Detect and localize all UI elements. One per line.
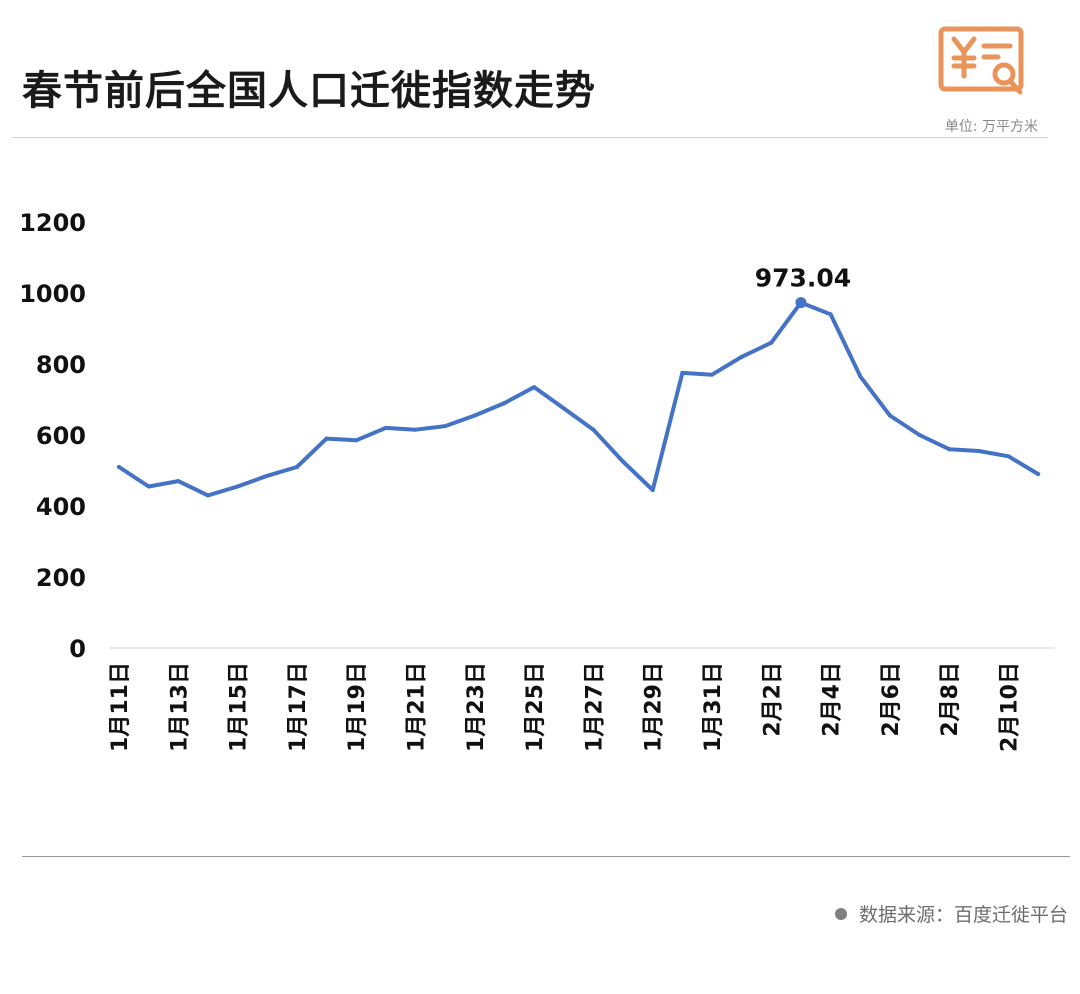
data-point xyxy=(383,425,388,430)
data-point xyxy=(146,484,151,489)
data-point xyxy=(443,424,448,429)
x-tick-label: 1月21日 xyxy=(405,662,430,752)
data-point xyxy=(205,493,210,498)
footer-divider xyxy=(22,856,1070,857)
data-point xyxy=(650,488,655,493)
data-point xyxy=(1006,454,1011,459)
yuan-document-search-icon xyxy=(938,26,1028,102)
series-line xyxy=(117,300,1041,498)
data-point xyxy=(117,464,121,469)
data-point xyxy=(265,473,270,478)
data-point xyxy=(354,438,359,443)
x-tick-label: 2月4日 xyxy=(820,662,845,737)
x-tick-label: 1月31日 xyxy=(701,662,726,752)
data-point xyxy=(324,436,329,441)
annotation-layer: 973.04 xyxy=(755,264,851,309)
data-point xyxy=(235,484,240,489)
x-tick-label: 1月29日 xyxy=(642,662,667,752)
data-point xyxy=(561,406,566,411)
data-point xyxy=(502,401,507,406)
data-point xyxy=(621,459,626,464)
data-point xyxy=(472,413,477,418)
header-divider xyxy=(12,137,1048,138)
y-axis: 0 200 400 600 800 1000 1200 xyxy=(19,209,86,663)
data-point xyxy=(769,340,774,345)
chart-title: 春节前后全国人口迁徙指数走势 xyxy=(22,68,596,114)
data-point xyxy=(294,464,299,469)
data-point xyxy=(591,427,596,432)
x-tick-label: 1月19日 xyxy=(345,662,370,752)
x-tick-label: 2月6日 xyxy=(879,662,904,737)
y-tick-label: 400 xyxy=(36,493,86,521)
bullet-dot-icon xyxy=(834,908,847,920)
x-tick-label: 1月13日 xyxy=(167,662,192,752)
data-point xyxy=(176,479,181,484)
data-source: 数据来源：百度迁徙平台 xyxy=(834,900,1068,927)
data-point xyxy=(976,448,981,453)
data-point xyxy=(413,427,418,432)
y-tick-label: 1000 xyxy=(19,280,86,308)
y-tick-label: 0 xyxy=(69,635,86,663)
x-tick-label: 1月25日 xyxy=(523,662,548,752)
x-tick-label: 2月2日 xyxy=(760,662,785,737)
data-point xyxy=(1036,472,1041,477)
x-tick-label: 1月23日 xyxy=(464,662,489,752)
peak-marker xyxy=(795,297,807,309)
data-point xyxy=(532,385,537,390)
x-tick-label: 1月27日 xyxy=(582,662,607,752)
x-tick-label: 2月8日 xyxy=(938,662,963,737)
data-point xyxy=(887,413,892,418)
data-point xyxy=(917,433,922,437)
data-point xyxy=(739,354,744,359)
y-tick-label: 600 xyxy=(36,422,86,450)
data-point xyxy=(947,447,952,452)
x-tick-label: 1月15日 xyxy=(227,662,252,752)
y-tick-label: 800 xyxy=(36,351,86,379)
peak-value-label: 973.04 xyxy=(755,264,851,293)
y-tick-label: 1200 xyxy=(19,209,86,237)
data-point xyxy=(710,372,714,377)
x-tick-label: 1月17日 xyxy=(286,662,311,752)
data-point xyxy=(828,312,833,317)
data-point xyxy=(680,370,685,375)
x-tick-label: 2月10日 xyxy=(998,662,1023,752)
data-source-text: 数据来源：百度迁徙平台 xyxy=(858,904,1068,926)
x-axis-ticks: 1月11日 1月13日 1月15日 1月17日 1月19日 1月21日 1月23日 1月25日… xyxy=(108,662,1023,752)
y-tick-label: 200 xyxy=(36,564,86,592)
unit-label: 单位: 万平方米 xyxy=(944,119,1038,135)
series-layer xyxy=(117,300,1041,498)
data-point xyxy=(858,374,863,379)
x-tick-label: 1月11日 xyxy=(108,662,133,752)
